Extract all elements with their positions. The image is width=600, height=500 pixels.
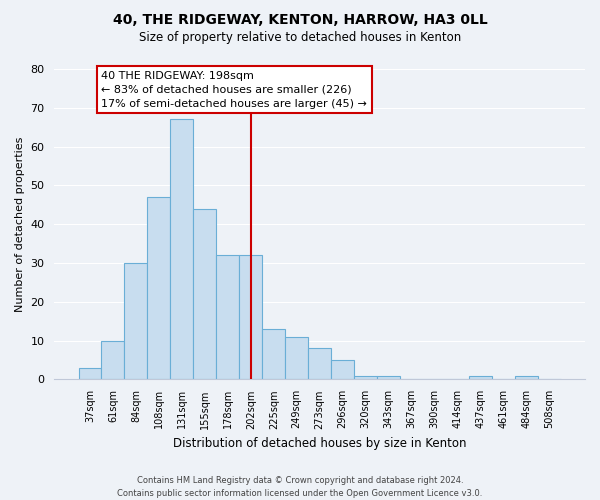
- Bar: [193, 208, 217, 380]
- Text: 40 THE RIDGEWAY: 198sqm
← 83% of detached houses are smaller (226)
17% of semi-d: 40 THE RIDGEWAY: 198sqm ← 83% of detache…: [101, 71, 367, 109]
- X-axis label: Distribution of detached houses by size in Kenton: Distribution of detached houses by size …: [173, 437, 466, 450]
- Bar: [285, 337, 308, 380]
- Bar: [124, 263, 148, 380]
- Bar: [101, 340, 124, 380]
- Bar: [354, 376, 377, 380]
- Bar: [262, 329, 285, 380]
- Bar: [239, 256, 262, 380]
- Bar: [377, 376, 400, 380]
- Text: Size of property relative to detached houses in Kenton: Size of property relative to detached ho…: [139, 31, 461, 44]
- Y-axis label: Number of detached properties: Number of detached properties: [15, 136, 25, 312]
- Bar: [331, 360, 354, 380]
- Bar: [515, 376, 538, 380]
- Text: 40, THE RIDGEWAY, KENTON, HARROW, HA3 0LL: 40, THE RIDGEWAY, KENTON, HARROW, HA3 0L…: [113, 12, 487, 26]
- Bar: [148, 197, 170, 380]
- Bar: [79, 368, 101, 380]
- Bar: [308, 348, 331, 380]
- Text: Contains HM Land Registry data © Crown copyright and database right 2024.
Contai: Contains HM Land Registry data © Crown c…: [118, 476, 482, 498]
- Bar: [170, 120, 193, 380]
- Bar: [217, 256, 239, 380]
- Bar: [469, 376, 492, 380]
